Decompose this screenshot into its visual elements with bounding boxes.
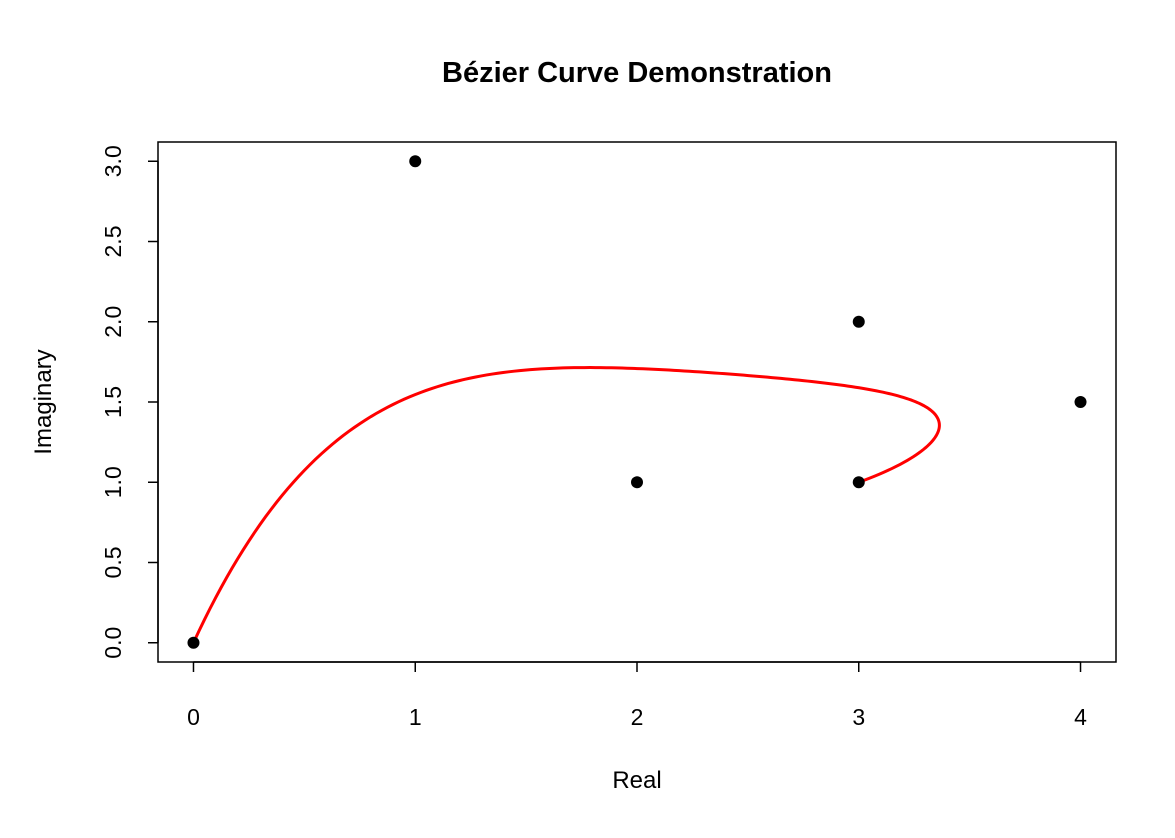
data-point — [852, 476, 865, 489]
data-point — [1074, 396, 1087, 408]
y-tick-label: 1.5 — [100, 386, 126, 418]
y-tick-label: 3.0 — [100, 145, 126, 177]
y-tick-label: 0.5 — [100, 547, 126, 579]
y-tick-label: 2.0 — [100, 306, 126, 338]
control-points — [187, 155, 1087, 649]
x-tick-label: 2 — [631, 704, 644, 730]
data-point — [852, 315, 865, 328]
x-axis-label: Real — [612, 767, 661, 794]
x-axis: 0 1 2 3 4 — [187, 661, 1087, 730]
bezier-curve-line — [192, 366, 941, 644]
y-tick-label: 1.0 — [100, 466, 126, 498]
chart-title: Bézier Curve Demonstration — [442, 57, 832, 89]
x-tick-label: 0 — [187, 704, 200, 730]
x-tick-label: 3 — [852, 704, 865, 730]
data-point — [631, 476, 643, 489]
plot-frame — [157, 141, 1117, 663]
y-axis-label: Imaginary — [30, 349, 57, 454]
y-tick-label: 2.5 — [100, 226, 126, 258]
x-tick-label: 1 — [409, 704, 422, 730]
data-point — [187, 636, 200, 649]
data-point — [409, 155, 422, 168]
y-tick-label: 0.0 — [100, 627, 126, 659]
x-tick-label: 4 — [1074, 704, 1087, 730]
y-axis: 0.0 0.5 1.0 1.5 2.0 2.5 3.0 — [100, 145, 159, 659]
